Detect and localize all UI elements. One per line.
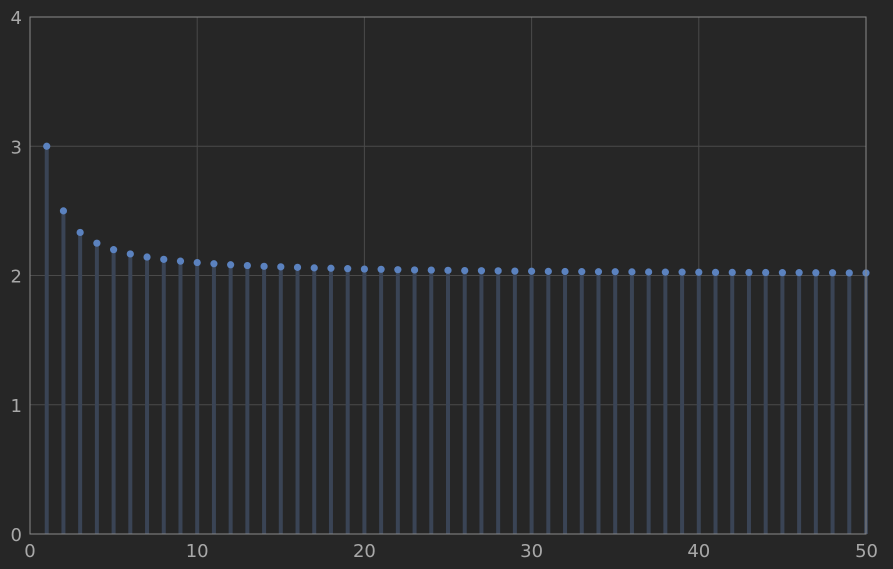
x-tick-label: 40 — [687, 541, 710, 562]
data-point — [528, 267, 536, 275]
y-tick-label: 0 — [11, 525, 22, 546]
y-tick-label: 2 — [11, 267, 22, 288]
data-point — [628, 268, 636, 276]
data-point — [344, 265, 352, 273]
data-point — [678, 268, 686, 276]
data-point — [511, 267, 519, 275]
data-point — [762, 268, 770, 277]
data-point — [160, 255, 168, 263]
data-point — [795, 269, 803, 277]
data-point — [578, 268, 586, 276]
data-point — [461, 266, 469, 275]
data-point — [327, 264, 335, 272]
data-point — [143, 253, 151, 261]
data-point — [377, 265, 385, 273]
data-point — [427, 266, 435, 274]
x-tick-label: 0 — [24, 541, 35, 562]
x-tick-label: 50 — [855, 541, 878, 562]
data-point — [778, 269, 787, 277]
data-point — [76, 228, 84, 237]
data-point — [59, 207, 68, 215]
data-point — [243, 261, 251, 270]
data-point — [260, 262, 268, 270]
data-point — [227, 261, 235, 269]
data-point — [695, 268, 703, 276]
data-point — [293, 263, 302, 271]
x-axis-ticks: 0 10 20 30 40 50 — [24, 541, 878, 562]
data-point — [277, 263, 285, 271]
data-point — [43, 142, 51, 150]
markers — [43, 142, 870, 277]
plot-frame — [29, 16, 867, 535]
data-point — [394, 266, 402, 274]
data-point — [561, 267, 569, 276]
data-point — [126, 250, 134, 258]
data-point — [193, 258, 201, 267]
data-point — [661, 268, 669, 276]
data-point — [594, 268, 603, 276]
data-point — [494, 267, 502, 275]
data-point — [477, 267, 486, 275]
data-point — [176, 257, 185, 265]
data-point — [110, 246, 118, 254]
y-tick-label: 3 — [11, 137, 22, 158]
data-point — [210, 260, 218, 268]
data-point — [544, 267, 552, 275]
data-point — [360, 265, 368, 273]
data-point — [845, 269, 853, 277]
data-point — [93, 239, 101, 247]
x-tick-label: 30 — [520, 541, 543, 562]
data-point — [711, 268, 720, 276]
y-axis-ticks: 0 1 2 3 4 — [11, 8, 22, 546]
y-tick-label: 4 — [11, 8, 22, 29]
y-tick-label: 1 — [11, 396, 22, 417]
x-tick-label: 20 — [353, 541, 376, 562]
data-point — [812, 269, 820, 277]
data-point — [611, 268, 619, 276]
data-point — [728, 268, 736, 276]
x-tick-label: 10 — [186, 541, 209, 562]
data-point — [310, 264, 318, 272]
stems — [44, 146, 868, 534]
data-point — [444, 266, 452, 274]
data-point — [410, 266, 419, 274]
data-point — [828, 269, 837, 277]
data-point — [645, 268, 653, 276]
data-point — [745, 268, 753, 277]
